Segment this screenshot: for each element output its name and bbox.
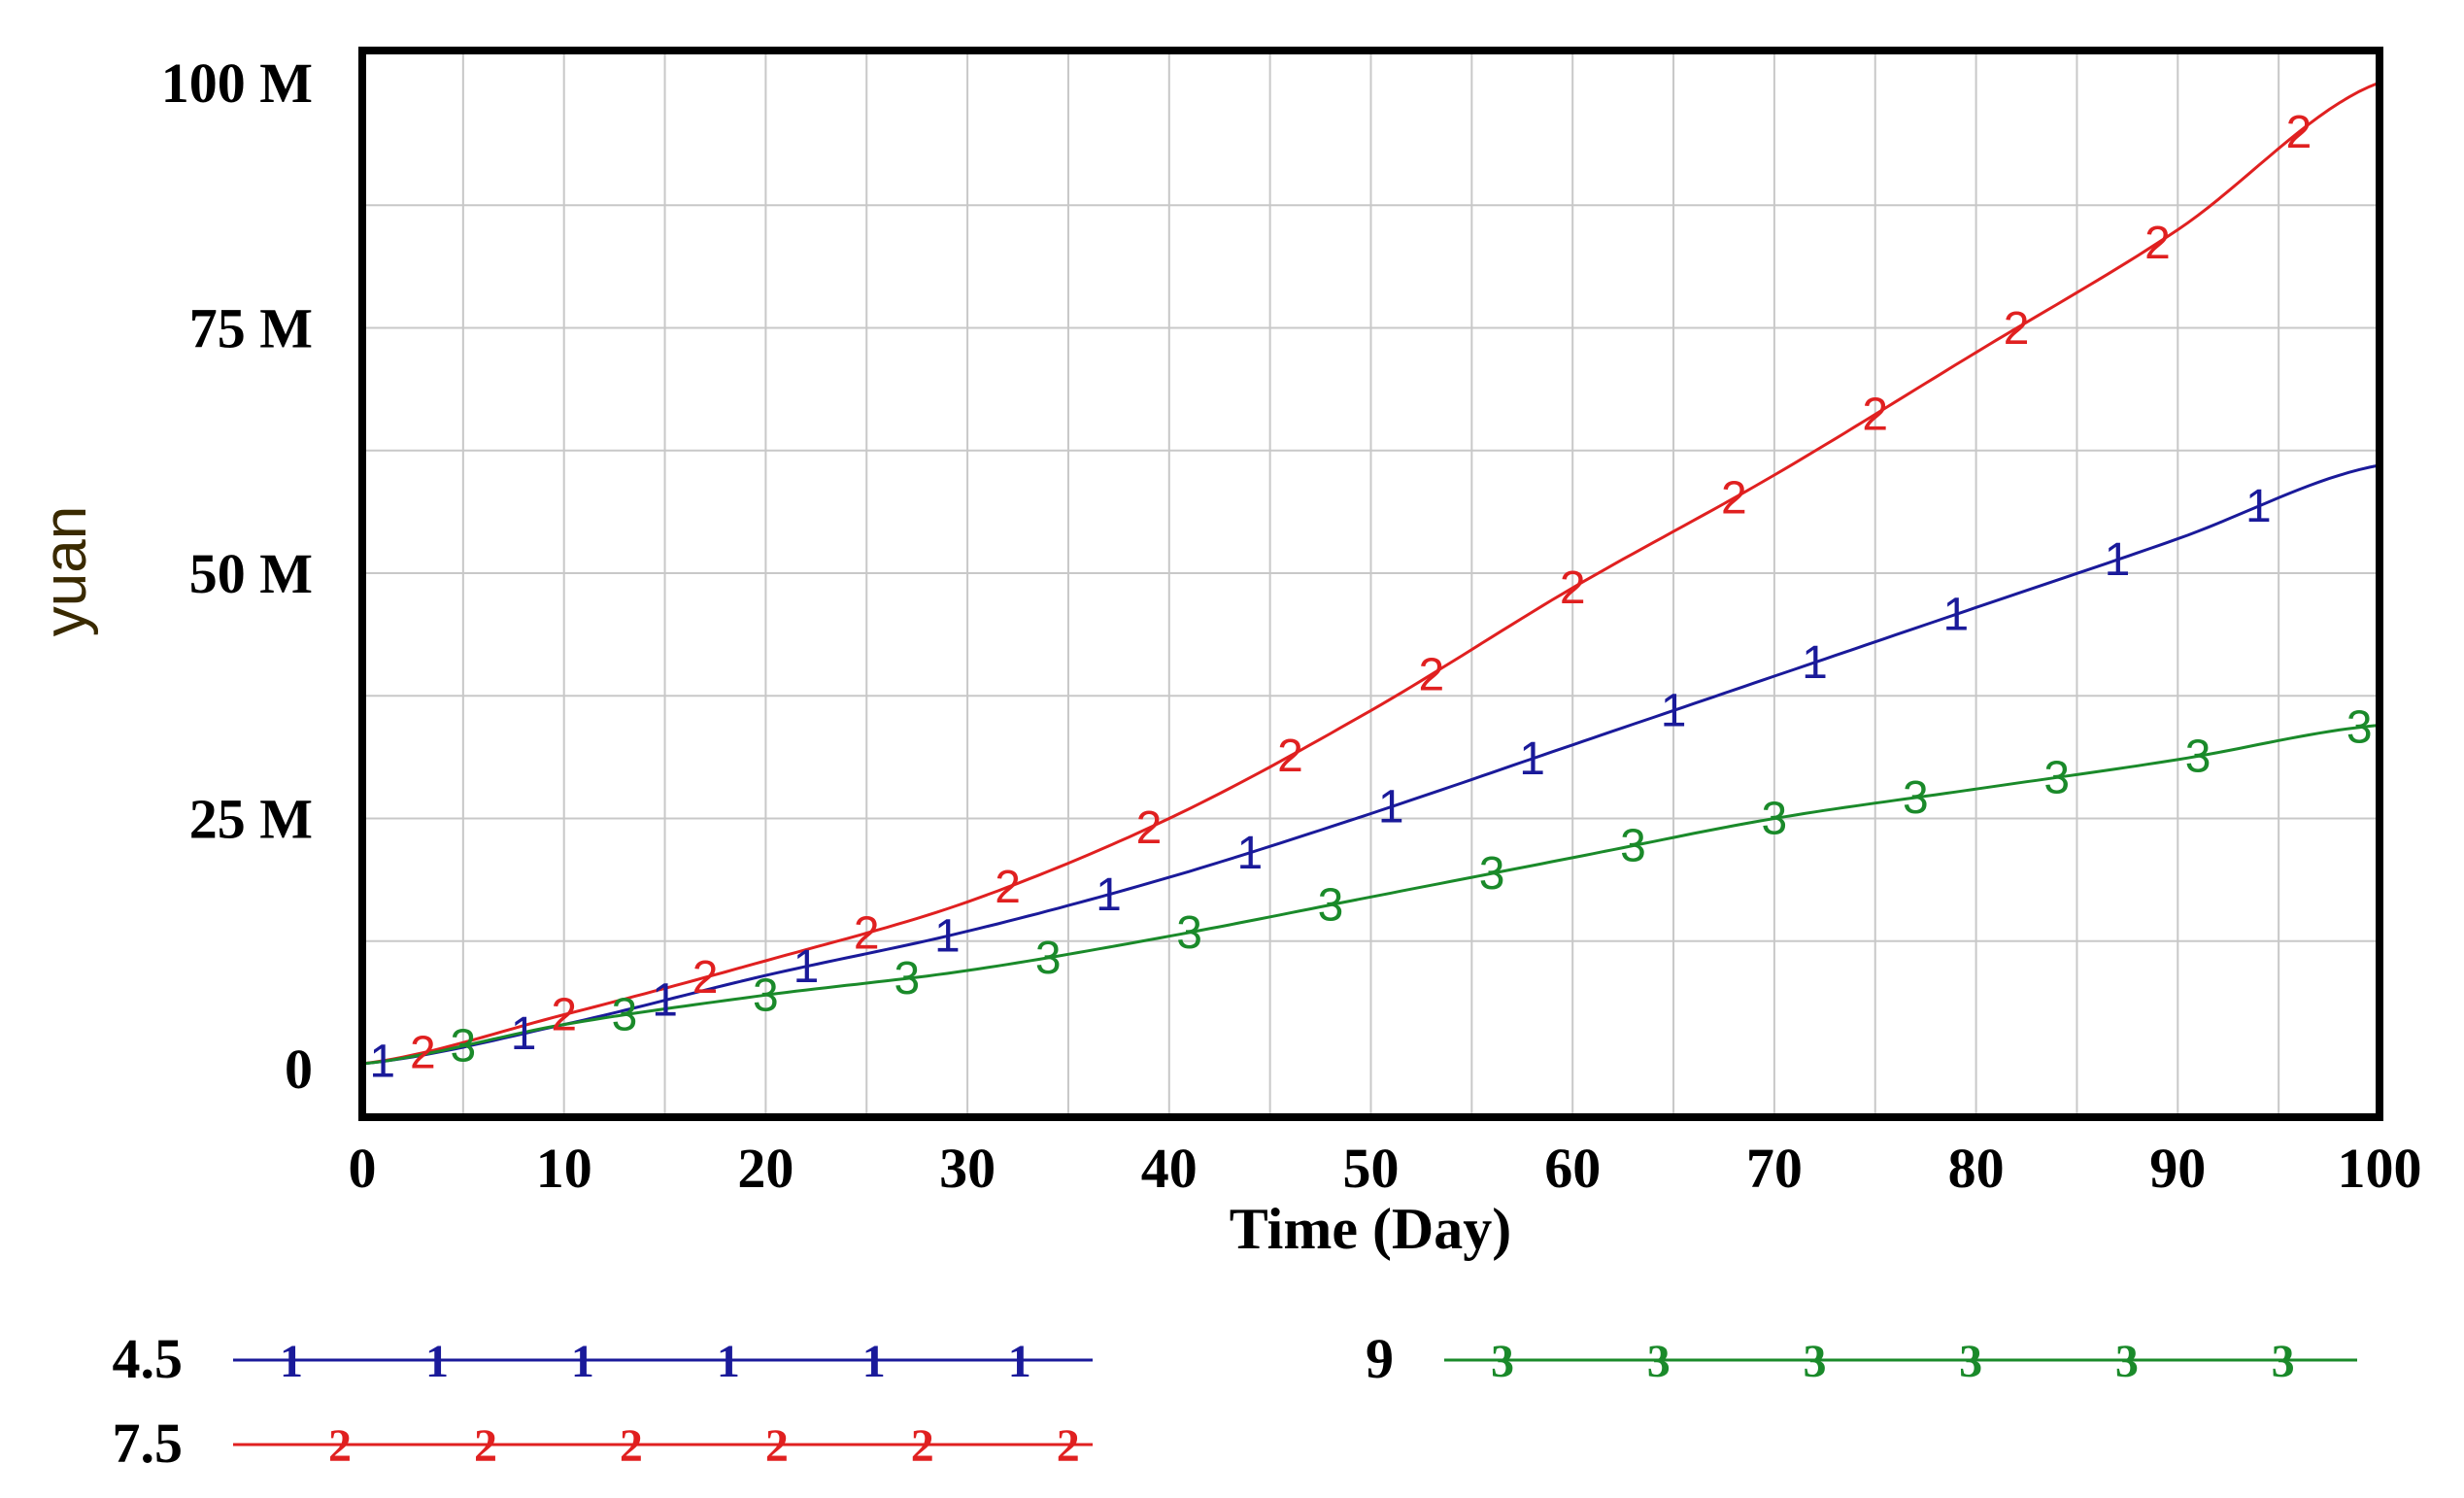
x-tick-labels: 0 10 20 30 40 50 60 70 80 90 100 bbox=[349, 1137, 2422, 1200]
y-tick-label: 25 M bbox=[189, 788, 313, 851]
x-tick-label: 0 bbox=[349, 1137, 377, 1200]
plot-frame bbox=[358, 47, 2383, 1121]
legend-marker: 1 bbox=[862, 1336, 886, 1387]
series-marker-1: 1 bbox=[793, 941, 820, 993]
y-tick-label: 100 M bbox=[161, 51, 313, 115]
legend: 4.5 1 1 1 1 1 1 7.5 2 2 2 2 2 2 9 3 3 3 3 3 3 bbox=[113, 1327, 2357, 1475]
legend-entry-2: 7.5 2 2 2 2 2 2 bbox=[113, 1412, 1093, 1475]
legend-entry-1: 4.5 1 1 1 1 1 1 bbox=[113, 1327, 1093, 1390]
y-axis-title: yuan bbox=[32, 506, 99, 636]
series-marker-2: 2 bbox=[410, 1028, 436, 1079]
series-marker-1: 1 bbox=[1661, 685, 1687, 736]
series-marker-1: 1 bbox=[2105, 534, 2131, 586]
y-tick-label: 0 bbox=[285, 1038, 313, 1101]
legend-marker: 1 bbox=[1008, 1336, 1031, 1387]
series-marker-3: 3 bbox=[894, 953, 920, 1004]
series-marker-3: 3 bbox=[450, 1021, 476, 1072]
series-marker-1: 1 bbox=[1802, 637, 1828, 689]
x-axis-title: Time (Day) bbox=[1230, 1197, 1512, 1261]
y-tick-label: 50 M bbox=[189, 542, 313, 605]
series-marker-2: 2 bbox=[1862, 390, 1888, 441]
legend-marker: 2 bbox=[474, 1420, 497, 1472]
legend-marker: 2 bbox=[765, 1420, 789, 1472]
series-marker-2: 2 bbox=[1277, 731, 1303, 782]
series-marker-3: 3 bbox=[753, 970, 779, 1021]
legend-label: 4.5 bbox=[113, 1327, 184, 1390]
series-marker-1: 1 bbox=[1942, 589, 1969, 640]
legend-marker: 2 bbox=[328, 1420, 352, 1472]
series-marker-2: 2 bbox=[1721, 473, 1747, 525]
series-marker-3: 3 bbox=[1903, 772, 1929, 824]
x-tick-label: 70 bbox=[1746, 1137, 1803, 1200]
series-marker-2: 2 bbox=[1560, 562, 1586, 614]
series-marker-2: 2 bbox=[995, 862, 1021, 913]
y-tick-label: 75 M bbox=[189, 297, 313, 360]
x-tick-label: 90 bbox=[2149, 1137, 2206, 1200]
series-marker-2: 2 bbox=[1136, 802, 1163, 854]
series-marker-2: 2 bbox=[692, 952, 719, 1004]
legend-label: 9 bbox=[1366, 1327, 1394, 1390]
legend-marker: 3 bbox=[1803, 1336, 1826, 1387]
x-tick-label: 40 bbox=[1141, 1137, 1198, 1200]
legend-marker: 2 bbox=[1057, 1420, 1080, 1472]
series-marker-3: 3 bbox=[2346, 702, 2373, 754]
series-marker-3: 3 bbox=[612, 990, 638, 1041]
legend-marker: 3 bbox=[1959, 1336, 1982, 1387]
legend-marker: 3 bbox=[1491, 1336, 1514, 1387]
x-tick-label: 30 bbox=[939, 1137, 996, 1200]
legend-marker: 1 bbox=[280, 1336, 303, 1387]
series-marker-3: 3 bbox=[1176, 907, 1202, 959]
series-marker-1: 1 bbox=[511, 1008, 537, 1060]
legend-marker: 1 bbox=[571, 1336, 594, 1387]
series-marker-3: 3 bbox=[1479, 848, 1505, 900]
series-marker-2: 2 bbox=[2286, 107, 2312, 158]
legend-marker: 1 bbox=[425, 1336, 449, 1387]
series-marker-1: 1 bbox=[1378, 782, 1404, 834]
legend-label: 7.5 bbox=[113, 1412, 184, 1475]
legend-marker: 2 bbox=[620, 1420, 643, 1472]
legend-entry-3: 9 3 3 3 3 3 3 bbox=[1366, 1327, 2357, 1390]
series-marker-2: 2 bbox=[854, 908, 880, 960]
series-marker-2: 2 bbox=[1418, 649, 1444, 700]
series-marker-1: 1 bbox=[934, 911, 961, 963]
series-marker-3: 3 bbox=[2185, 731, 2211, 782]
x-tick-label: 10 bbox=[536, 1137, 592, 1200]
series-line-2 bbox=[361, 81, 2380, 1066]
series-lines bbox=[361, 81, 2380, 1066]
series-marker-2: 2 bbox=[2144, 218, 2171, 269]
series-marker-1: 1 bbox=[1237, 828, 1264, 879]
x-tick-label: 50 bbox=[1343, 1137, 1400, 1200]
legend-marker: 3 bbox=[2115, 1336, 2139, 1387]
x-tick-label: 20 bbox=[737, 1137, 793, 1200]
series-marker-1: 1 bbox=[1096, 869, 1122, 921]
series-line-3 bbox=[361, 724, 2380, 1066]
series-marker-2: 2 bbox=[2004, 303, 2030, 355]
series-marker-1: 1 bbox=[1519, 733, 1545, 785]
series-marker-3: 3 bbox=[2043, 752, 2070, 803]
series-marker-1: 1 bbox=[652, 975, 678, 1027]
series-marker-3: 3 bbox=[1035, 933, 1062, 984]
y-tick-labels: 0 25 M 50 M 75 M 100 M bbox=[161, 51, 313, 1101]
legend-marker: 2 bbox=[911, 1420, 934, 1472]
legend-marker: 1 bbox=[717, 1336, 740, 1387]
legend-marker: 3 bbox=[2272, 1336, 2295, 1387]
x-tick-label: 80 bbox=[1948, 1137, 2005, 1200]
series-marker-3: 3 bbox=[1762, 794, 1788, 845]
series-marker-3: 3 bbox=[1318, 879, 1344, 931]
series-marker-1: 1 bbox=[369, 1037, 395, 1088]
series-marker-1: 1 bbox=[2245, 481, 2272, 532]
x-tick-label: 100 bbox=[2338, 1137, 2422, 1200]
series-marker-3: 3 bbox=[1620, 820, 1646, 871]
grid bbox=[362, 51, 2380, 1117]
series-line-1 bbox=[361, 463, 2380, 1066]
legend-marker: 3 bbox=[1647, 1336, 1671, 1387]
series-marker-2: 2 bbox=[551, 990, 577, 1041]
x-tick-label: 60 bbox=[1544, 1137, 1601, 1200]
